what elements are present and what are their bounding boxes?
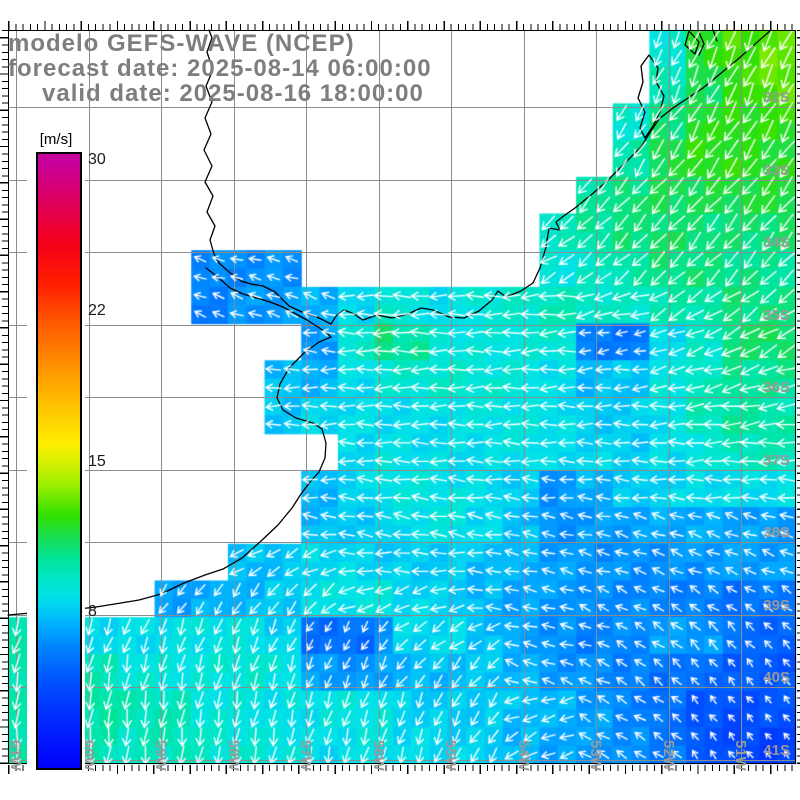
colorbar-gradient	[36, 152, 82, 770]
lon-label-53W: 53W	[587, 740, 604, 771]
title-block: modelo GEFS-WAVE (NCEP) forecast date: 2…	[8, 31, 432, 106]
lat-label-38S: 38S	[763, 524, 790, 541]
axis-ticks-bottom-major	[8, 765, 796, 774]
colorbar-tick-8: 8	[88, 603, 97, 620]
forecast-date: forecast date: 2025-08-14 06:00:00	[8, 55, 432, 82]
colorbar-tick-30: 30	[88, 151, 106, 168]
valid-date: valid date: 2025-08-16 18:00:00	[42, 80, 424, 107]
lon-label-54W: 54W	[515, 740, 532, 771]
lon-label-57W: 57W	[297, 740, 314, 771]
lat-label-40S: 40S	[763, 669, 790, 686]
colorbar-tick-22: 22	[88, 302, 106, 319]
lat-label-35S: 35S	[763, 307, 790, 324]
lon-label-61W: 61W	[7, 740, 24, 771]
lat-label-39S: 39S	[763, 597, 790, 614]
lat-label-37S: 37S	[763, 452, 790, 469]
colorbar-tick-15: 15	[88, 453, 106, 470]
colorbar-unit-label: [m/s]	[39, 131, 73, 148]
lat-label-34S: 34S	[763, 234, 790, 251]
lon-label-58W: 58W	[225, 740, 242, 771]
lat-label-36S: 36S	[763, 379, 790, 396]
axis-ticks-top-major	[8, 21, 796, 30]
model-title: modelo GEFS-WAVE (NCEP)	[8, 30, 355, 57]
lat-label-32S: 32S	[763, 89, 790, 106]
lon-label-52W: 52W	[660, 740, 677, 771]
lon-label-56W: 56W	[370, 740, 387, 771]
lon-label-51W: 51W	[732, 740, 749, 771]
lon-label-55W: 55W	[442, 740, 459, 771]
lat-label-33S: 33S	[763, 162, 790, 179]
axis-ticks-left-major	[0, 30, 8, 764]
axis-ticks-right-major	[797, 30, 800, 764]
lon-label-59W: 59W	[152, 740, 169, 771]
lat-label-41S: 41S	[763, 742, 790, 759]
